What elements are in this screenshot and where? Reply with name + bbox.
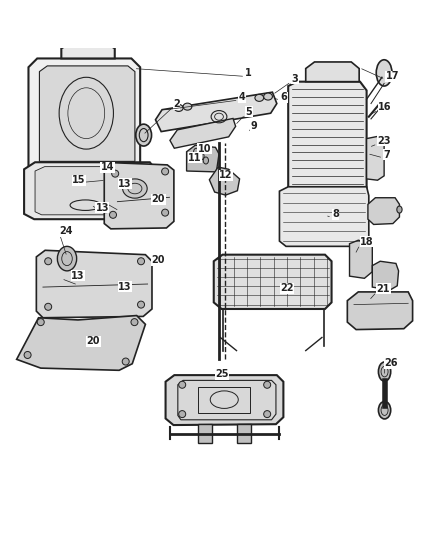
Ellipse shape [24, 351, 31, 359]
Ellipse shape [179, 410, 186, 418]
Text: 3: 3 [291, 74, 298, 84]
Polygon shape [209, 167, 240, 195]
Ellipse shape [174, 104, 183, 111]
Polygon shape [166, 375, 283, 425]
Polygon shape [279, 187, 369, 246]
Text: 5: 5 [245, 107, 252, 117]
Ellipse shape [179, 381, 186, 388]
Text: 11: 11 [188, 152, 202, 163]
Text: 10: 10 [198, 144, 212, 154]
Text: 20: 20 [152, 194, 165, 204]
Polygon shape [368, 198, 399, 224]
Bar [237, 424, 251, 443]
Ellipse shape [110, 211, 117, 219]
Polygon shape [35, 167, 150, 215]
Text: 1: 1 [245, 68, 252, 78]
Text: 18: 18 [360, 237, 374, 247]
Text: 23: 23 [378, 136, 391, 146]
Text: 16: 16 [378, 102, 392, 112]
Text: 20: 20 [87, 336, 100, 346]
Ellipse shape [183, 103, 192, 110]
Ellipse shape [376, 60, 392, 86]
Ellipse shape [378, 362, 391, 381]
Ellipse shape [45, 258, 52, 265]
Polygon shape [24, 162, 157, 219]
Polygon shape [36, 251, 152, 318]
Ellipse shape [162, 168, 169, 175]
Ellipse shape [203, 157, 208, 164]
Polygon shape [28, 59, 140, 174]
Ellipse shape [136, 124, 152, 146]
Ellipse shape [397, 206, 402, 213]
Polygon shape [104, 163, 174, 229]
Polygon shape [155, 92, 277, 132]
Bar [198, 386, 250, 413]
Text: 20: 20 [152, 255, 165, 265]
Ellipse shape [255, 94, 264, 101]
Polygon shape [306, 62, 359, 82]
Ellipse shape [264, 93, 272, 100]
Polygon shape [187, 145, 219, 172]
Ellipse shape [122, 358, 129, 365]
Text: 4: 4 [239, 92, 245, 102]
Ellipse shape [131, 319, 138, 326]
Text: 8: 8 [332, 209, 339, 220]
Text: 26: 26 [385, 358, 398, 368]
Polygon shape [17, 316, 145, 370]
Text: 13: 13 [118, 179, 132, 189]
Text: 12: 12 [219, 170, 233, 180]
Ellipse shape [194, 148, 199, 155]
Ellipse shape [162, 209, 169, 216]
Polygon shape [39, 66, 135, 161]
Ellipse shape [37, 319, 44, 326]
Text: 2: 2 [173, 99, 180, 109]
Polygon shape [170, 118, 236, 148]
Polygon shape [214, 255, 332, 309]
Text: 13: 13 [118, 282, 132, 292]
Text: 14: 14 [101, 162, 114, 172]
Polygon shape [372, 261, 399, 290]
Text: 9: 9 [251, 121, 257, 131]
Ellipse shape [264, 410, 271, 418]
Text: 25: 25 [215, 369, 229, 379]
Ellipse shape [199, 152, 204, 159]
Text: 15: 15 [72, 175, 86, 185]
Ellipse shape [138, 301, 145, 308]
Polygon shape [367, 136, 384, 180]
Polygon shape [288, 82, 367, 195]
Ellipse shape [123, 179, 147, 198]
Bar [198, 424, 212, 443]
Text: 21: 21 [377, 284, 390, 294]
Ellipse shape [45, 303, 52, 310]
Ellipse shape [264, 381, 271, 388]
Text: 22: 22 [280, 283, 294, 293]
Text: 17: 17 [385, 71, 399, 82]
Text: 24: 24 [60, 226, 73, 236]
Text: 13: 13 [71, 271, 85, 281]
Ellipse shape [57, 246, 77, 271]
Polygon shape [61, 44, 115, 59]
Text: 6: 6 [280, 92, 287, 102]
Ellipse shape [378, 401, 391, 419]
Text: 13: 13 [95, 203, 109, 213]
Ellipse shape [138, 258, 145, 265]
Polygon shape [350, 240, 372, 278]
Ellipse shape [112, 170, 119, 177]
Polygon shape [347, 292, 413, 329]
Text: 7: 7 [383, 150, 390, 160]
